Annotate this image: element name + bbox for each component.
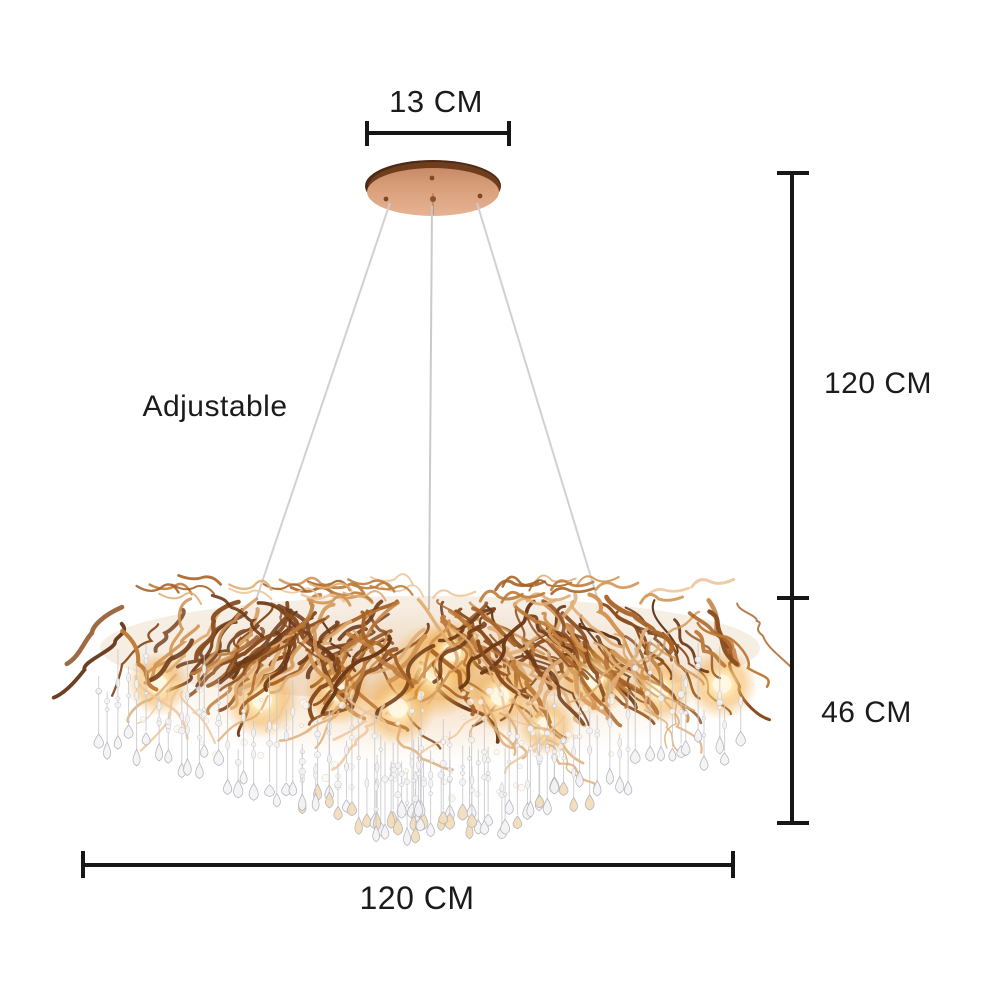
canopy-width-label: 13 CM bbox=[389, 84, 483, 119]
cable-right bbox=[476, 202, 598, 598]
dimension-tick bbox=[777, 171, 809, 175]
body-width-dimension-line bbox=[83, 863, 733, 867]
dimension-tick bbox=[507, 121, 511, 146]
cable-left bbox=[255, 202, 391, 601]
dimension-tick bbox=[365, 121, 369, 146]
ceiling-canopy bbox=[365, 160, 501, 216]
body-width-label: 120 CM bbox=[359, 880, 475, 916]
canopy-screw bbox=[429, 175, 435, 181]
suspension-height-label: 120 CM bbox=[823, 367, 933, 400]
canopy-width-dimension-line bbox=[367, 131, 509, 135]
crystal-drops bbox=[93, 638, 746, 847]
suspension-cables bbox=[255, 202, 598, 611]
height-dimension-line bbox=[790, 173, 794, 823]
branch-cluster bbox=[64, 592, 794, 741]
branch-top-curls bbox=[135, 573, 736, 607]
dimension-tick bbox=[777, 596, 809, 600]
adjustable-label: Adjustable bbox=[142, 390, 288, 423]
dimension-tick bbox=[777, 821, 809, 825]
cable-center bbox=[428, 205, 433, 611]
canopy-screw bbox=[383, 196, 389, 202]
canopy-cable-connector bbox=[430, 196, 436, 202]
canopy-screw bbox=[477, 193, 483, 199]
dimension-tick bbox=[81, 851, 85, 878]
dimension-tick bbox=[731, 851, 735, 878]
body-height-label: 46 CM bbox=[821, 696, 912, 729]
